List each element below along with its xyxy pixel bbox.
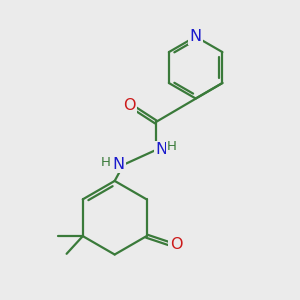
Text: N: N: [155, 142, 167, 158]
Text: O: O: [170, 238, 182, 253]
Text: H: H: [100, 156, 110, 169]
Text: H: H: [167, 140, 177, 153]
Text: N: N: [112, 157, 124, 172]
Text: N: N: [190, 29, 202, 44]
Text: O: O: [123, 98, 136, 113]
